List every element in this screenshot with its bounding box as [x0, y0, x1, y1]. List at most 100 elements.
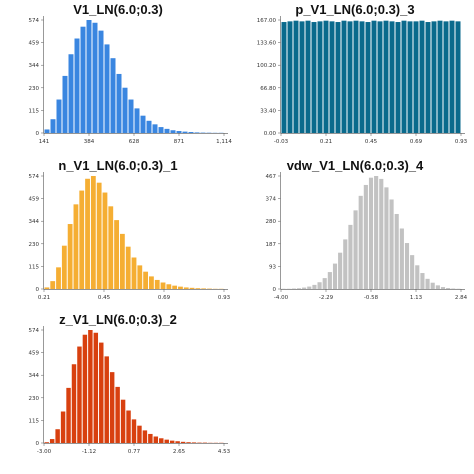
- histogram-bar: [323, 20, 329, 133]
- histogram-bar: [110, 58, 116, 133]
- histogram-bar: [317, 282, 322, 289]
- x-tick-label: 0.93: [455, 139, 468, 145]
- histogram-bar: [86, 20, 92, 133]
- x-tick-label: 0.69: [158, 295, 171, 301]
- histogram-bar: [50, 281, 56, 289]
- histogram-bar: [335, 22, 341, 134]
- histogram-bar: [114, 220, 119, 289]
- histogram-bar: [399, 228, 404, 289]
- histogram-bar: [180, 441, 186, 443]
- histogram-bar: [368, 177, 374, 289]
- y-tick-label: 167.00: [257, 18, 277, 24]
- histogram-bar: [134, 108, 140, 133]
- histogram-bar: [363, 184, 368, 289]
- histogram-bar: [296, 288, 302, 289]
- histogram-bar: [293, 20, 299, 133]
- chart-panel-2: p_V1_LN(6.0;0.3)_3 167.00 133.60 100.20 66.…: [237, 0, 473, 158]
- histogram-bar: [347, 21, 353, 134]
- x-tick-label: 0.77: [128, 449, 141, 455]
- histogram-bar: [98, 30, 104, 134]
- x-tick-label: 871: [174, 139, 185, 145]
- histogram-bar: [287, 21, 293, 134]
- histogram-bar: [126, 410, 131, 443]
- y-tick-label: 467: [266, 174, 277, 180]
- histogram-bar: [56, 267, 61, 289]
- histogram-bar: [186, 442, 191, 443]
- histogram-bar: [322, 278, 327, 289]
- histogram-bar: [74, 38, 80, 134]
- histogram-bar: [394, 213, 399, 289]
- histogram-bar: [395, 22, 401, 134]
- histogram-bar: [419, 20, 425, 133]
- histogram-bar: [188, 132, 194, 133]
- histogram-4: 467 374 280 187 93 0 -4.00 -2.29 -0.58 1.13 2.84: [266, 172, 468, 301]
- histogram-bar: [146, 120, 152, 133]
- histogram-bar: [71, 364, 77, 443]
- histogram-bar: [183, 287, 189, 289]
- histogram-bar: [343, 239, 348, 289]
- histogram-bar: [170, 130, 176, 133]
- y-tick-label: 0: [36, 131, 40, 137]
- x-tick-label: 384: [84, 139, 95, 145]
- histogram-bar: [154, 279, 160, 289]
- x-tick-label: 2.65: [173, 449, 186, 455]
- y-tick-label: 230: [29, 396, 40, 402]
- x-tick-label: -0.58: [364, 295, 379, 301]
- y-tick-label: 344: [29, 373, 40, 379]
- y-tick-label: 459: [29, 351, 40, 357]
- histogram-bar: [140, 115, 146, 133]
- histogram-bar: [137, 265, 143, 289]
- histogram-1: 574 459 344 230 115 0 141 384 628 871 1,114: [29, 16, 232, 145]
- histogram-bar: [449, 20, 455, 133]
- y-tick-label: 574: [29, 18, 40, 24]
- chart-title: n_V1_LN(6.0;0.3)_1: [58, 158, 178, 173]
- histogram-bar: [62, 75, 68, 133]
- histogram-bar: [159, 438, 164, 443]
- histogram-bar: [66, 387, 71, 443]
- histogram-bar: [55, 429, 60, 443]
- histogram-bar: [102, 192, 108, 289]
- histogram-5: 574 459 344 230 115 0 -3.00 -1.12 0.77 2.65 4.53: [29, 326, 231, 455]
- histogram-bar: [164, 128, 170, 133]
- histogram-bar: [379, 178, 384, 289]
- histogram-bar: [164, 439, 169, 443]
- x-tick-label: 0.45: [365, 139, 378, 145]
- y-tick-label: 574: [29, 328, 40, 334]
- histogram-bar: [143, 271, 149, 289]
- y-tick-label: 230: [29, 86, 40, 92]
- histogram-bar: [410, 255, 415, 289]
- x-tick-label: 0.21: [320, 139, 332, 145]
- histogram-bar: [302, 287, 307, 289]
- histogram-bar: [305, 20, 311, 133]
- histogram-bar: [142, 430, 148, 443]
- y-tick-label: 344: [29, 63, 40, 69]
- histogram-bar: [96, 182, 102, 289]
- histogram-bar: [115, 386, 120, 443]
- histogram-bar: [85, 178, 90, 289]
- histogram-bar: [160, 282, 166, 289]
- histogram-bar: [312, 284, 317, 289]
- y-tick-label: 100.20: [257, 63, 277, 69]
- histogram-bar: [90, 176, 96, 289]
- histogram-bar: [374, 176, 379, 289]
- histogram-bar: [327, 272, 332, 289]
- histogram-bar: [176, 131, 182, 133]
- y-tick-label: 0: [36, 287, 40, 293]
- y-tick-label: 374: [266, 197, 277, 203]
- y-tick-label: 66.80: [260, 86, 276, 92]
- chart-title: p_V1_LN(6.0;0.3)_3: [295, 2, 415, 17]
- histogram-bar: [128, 99, 134, 133]
- histogram-bar: [49, 439, 55, 443]
- x-tick-label: 0.93: [218, 295, 231, 301]
- histogram-bar: [455, 21, 461, 134]
- histogram-bar: [384, 187, 389, 289]
- y-tick-label: 230: [29, 242, 40, 248]
- histogram-bar: [401, 20, 407, 133]
- histogram-bar: [137, 425, 142, 443]
- histogram-bar: [67, 224, 73, 289]
- histogram-bar: [108, 206, 114, 289]
- histogram-bar: [131, 419, 137, 443]
- chart-panel-3: n_V1_LN(6.0;0.3)_1 574 459 344 230 115 0 0.21 0…: [0, 156, 236, 314]
- y-tick-label: 0: [273, 287, 277, 293]
- histogram-bar: [148, 433, 153, 443]
